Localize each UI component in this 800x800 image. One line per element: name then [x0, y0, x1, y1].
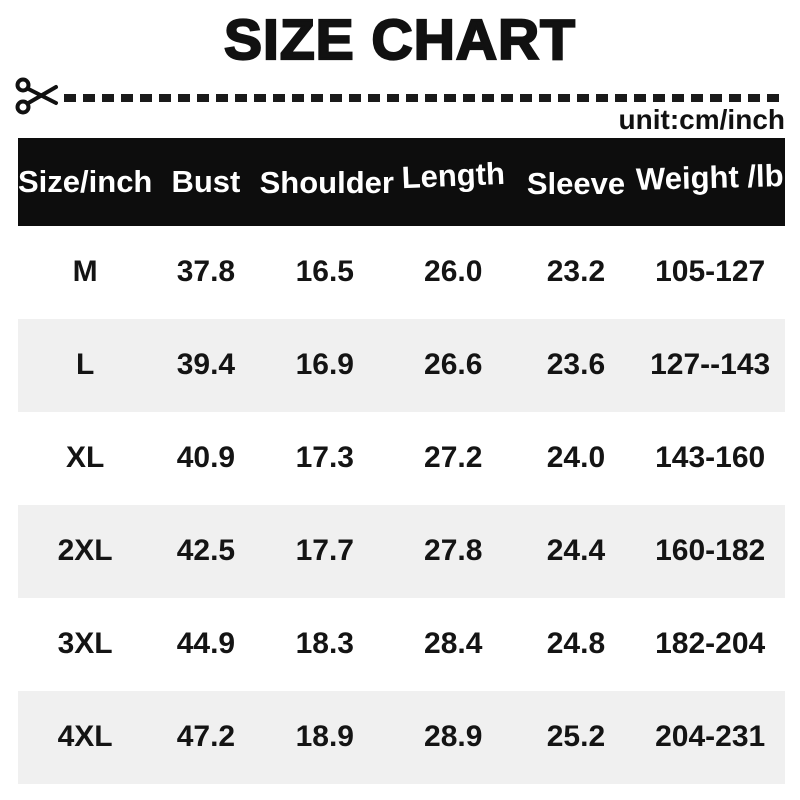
- table-row: L 39.4 16.9 26.6 23.6 127--143: [18, 318, 785, 412]
- table-row: 2XL 42.5 17.7 27.8 24.4 160-182: [18, 504, 785, 598]
- value-cell: 42.5: [176, 534, 236, 568]
- column-header-shoulder: Shoulder: [259, 164, 394, 200]
- scissors-icon: [14, 75, 60, 121]
- value-cell: 16.5: [295, 255, 354, 289]
- table-row: 4XL 47.2 18.9 28.9 25.2 204-231: [18, 690, 785, 784]
- value-cell: 17.7: [295, 534, 354, 568]
- size-chart-image: SIZE CHART unit:cm/inch Size/inch Bust S…: [0, 7, 800, 800]
- value-cell: 182-204: [655, 627, 766, 661]
- size-label-cell: 4XL: [57, 720, 113, 754]
- value-cell: 204-231: [655, 720, 766, 754]
- value-cell: 16.9: [295, 348, 354, 382]
- column-header-sleeve: Sleeve: [526, 165, 626, 201]
- table-row: M 37.8 16.5 26.0 23.2 105-127: [18, 226, 785, 319]
- value-cell: 24.0: [546, 441, 606, 475]
- table-body: M 37.8 16.5 26.0 23.2 105-127 L 39.4 16.9 26.6 23.…: [18, 226, 785, 784]
- value-cell: 47.2: [176, 720, 236, 754]
- value-cell: 28.9: [424, 720, 483, 754]
- value-cell: 26.0: [424, 255, 483, 289]
- value-cell: 127--143: [650, 348, 771, 382]
- table-row: 3XL 44.9 18.3 28.4 24.8 182-204: [18, 598, 785, 691]
- value-cell: 27.2: [424, 441, 483, 475]
- value-cell: 18.9: [295, 720, 354, 754]
- unit-label: unit:cm/inch: [618, 103, 785, 135]
- value-cell: 105-127: [655, 255, 766, 289]
- dashed-cut-line: [64, 93, 785, 102]
- value-cell: 18.3: [295, 627, 354, 661]
- size-label-cell: 2XL: [57, 534, 113, 568]
- table-row: XL 40.9 17.3 27.2 24.0 143-160: [18, 412, 785, 505]
- value-cell: 26.6: [424, 348, 483, 382]
- size-label-cell: XL: [65, 441, 105, 475]
- value-cell: 24.4: [546, 534, 606, 568]
- value-cell: 143-160: [655, 441, 766, 475]
- column-header-size: Size/inch: [18, 163, 153, 199]
- column-header-bust: Bust: [171, 163, 241, 199]
- value-cell: 160-182: [655, 534, 766, 568]
- column-header-length: Length: [400, 155, 506, 195]
- cut-line: [0, 76, 800, 120]
- value-cell: 44.9: [176, 627, 236, 661]
- value-cell: 37.8: [176, 255, 236, 289]
- value-cell: 40.9: [176, 441, 236, 475]
- size-table: Size/inch Bust Shoulder Length Sleeve We…: [18, 137, 785, 784]
- value-cell: 28.4: [424, 627, 483, 661]
- value-cell: 23.2: [546, 255, 606, 289]
- size-label-cell: L: [75, 348, 95, 382]
- value-cell: 17.3: [295, 441, 354, 475]
- value-cell: 23.6: [546, 348, 606, 382]
- value-cell: 27.8: [424, 534, 483, 568]
- page-title: SIZE CHART: [223, 7, 576, 73]
- value-cell: 39.4: [176, 348, 236, 382]
- size-label-cell: 3XL: [57, 627, 113, 661]
- value-cell: 24.8: [546, 627, 606, 661]
- column-header-weight: Weight /lb: [635, 157, 785, 197]
- size-label-cell: M: [72, 255, 98, 289]
- value-cell: 25.2: [546, 720, 606, 754]
- table-header-row: Size/inch Bust Shoulder Length Sleeve We…: [18, 137, 785, 226]
